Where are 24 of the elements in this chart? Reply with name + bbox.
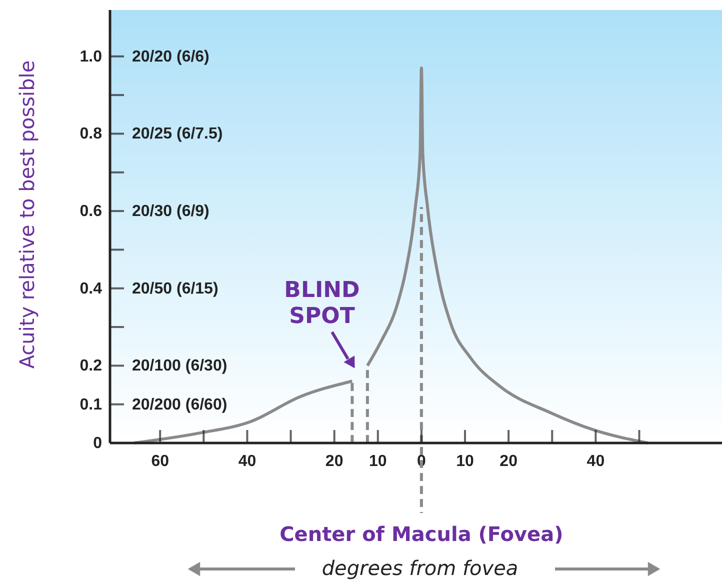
y-axis-title: Acuity relative to best possible bbox=[15, 60, 39, 369]
y-tick-label: 0 bbox=[93, 435, 102, 452]
x-tick-label: 10 bbox=[456, 453, 474, 470]
x-tick-label: 20 bbox=[500, 453, 518, 470]
x-tick-label: 20 bbox=[325, 453, 344, 470]
y-tick-label: 0.1 bbox=[80, 396, 102, 414]
y-tick-label: 0.8 bbox=[80, 126, 102, 143]
annotation: 20/100 (6/30) bbox=[132, 358, 228, 375]
y-tick-label: 1.0 bbox=[80, 48, 102, 66]
annotation: 20/50 (6/15) bbox=[132, 280, 218, 298]
y-tick-label: 0.2 bbox=[80, 358, 102, 375]
annotation: BLIND SPOT bbox=[284, 278, 360, 329]
x-tick-label: 60 bbox=[151, 453, 170, 470]
y-tick-label: 0.6 bbox=[80, 203, 102, 220]
annotation: 20/30 (6/9) bbox=[132, 203, 210, 220]
x-tick-label: 40 bbox=[586, 453, 605, 470]
x-tick-label: 10 bbox=[368, 453, 387, 470]
annotation: 20/25 (6/7.5) bbox=[132, 126, 223, 143]
annotation: 20/20 (6/6) bbox=[132, 48, 210, 66]
x-tick-label: 40 bbox=[238, 453, 256, 470]
y-tick-label: 0.4 bbox=[80, 280, 102, 298]
annotation: 20/200 (6/60) bbox=[132, 396, 228, 414]
ref-line-label: Center of Macula (Fovea) bbox=[280, 522, 564, 546]
x-axis-title: degrees from fovea bbox=[322, 556, 518, 580]
